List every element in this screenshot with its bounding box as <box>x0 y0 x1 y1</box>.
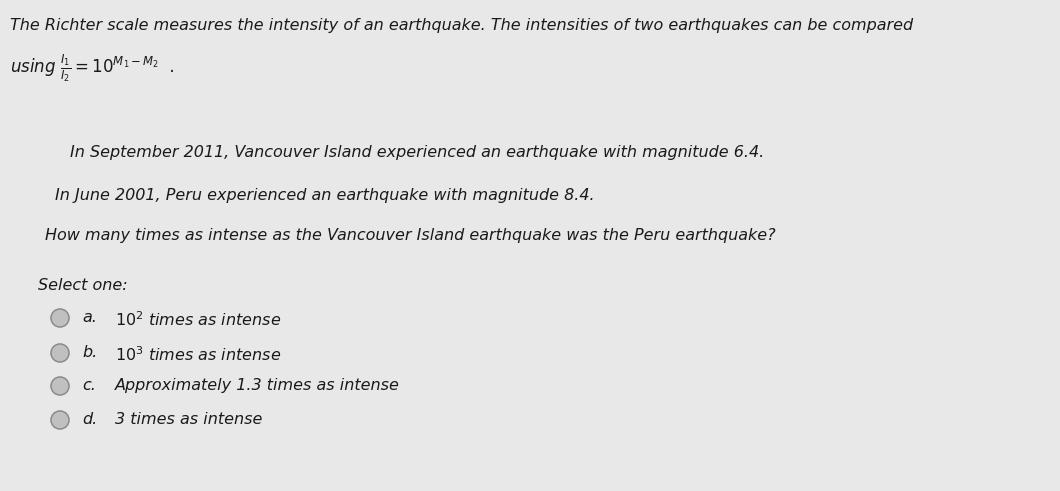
Text: In September 2011, Vancouver Island experienced an earthquake with magnitude 6.4: In September 2011, Vancouver Island expe… <box>70 145 764 160</box>
Text: How many times as intense as the Vancouver Island earthquake was the Peru earthq: How many times as intense as the Vancouv… <box>45 228 776 243</box>
Text: 3 times as intense: 3 times as intense <box>114 412 263 427</box>
Text: $10^3$ times as intense: $10^3$ times as intense <box>114 345 281 364</box>
Text: b.: b. <box>82 345 98 360</box>
Circle shape <box>51 411 69 429</box>
Text: Select one:: Select one: <box>38 278 127 293</box>
Text: $10^2$ times as intense: $10^2$ times as intense <box>114 310 281 328</box>
Circle shape <box>51 377 69 395</box>
Text: c.: c. <box>82 378 95 393</box>
Circle shape <box>51 344 69 362</box>
Text: In June 2001, Peru experienced an earthquake with magnitude 8.4.: In June 2001, Peru experienced an earthq… <box>55 188 595 203</box>
Text: d.: d. <box>82 412 98 427</box>
Text: The Richter scale measures the intensity of an earthquake. The intensities of tw: The Richter scale measures the intensity… <box>10 18 913 33</box>
Text: a.: a. <box>82 310 96 325</box>
Text: using $\frac{I_1}{I_2} = 10^{M_1-M_2}$  .: using $\frac{I_1}{I_2} = 10^{M_1-M_2}$ . <box>10 52 175 83</box>
Circle shape <box>51 309 69 327</box>
Text: Approximately 1.3 times as intense: Approximately 1.3 times as intense <box>114 378 400 393</box>
